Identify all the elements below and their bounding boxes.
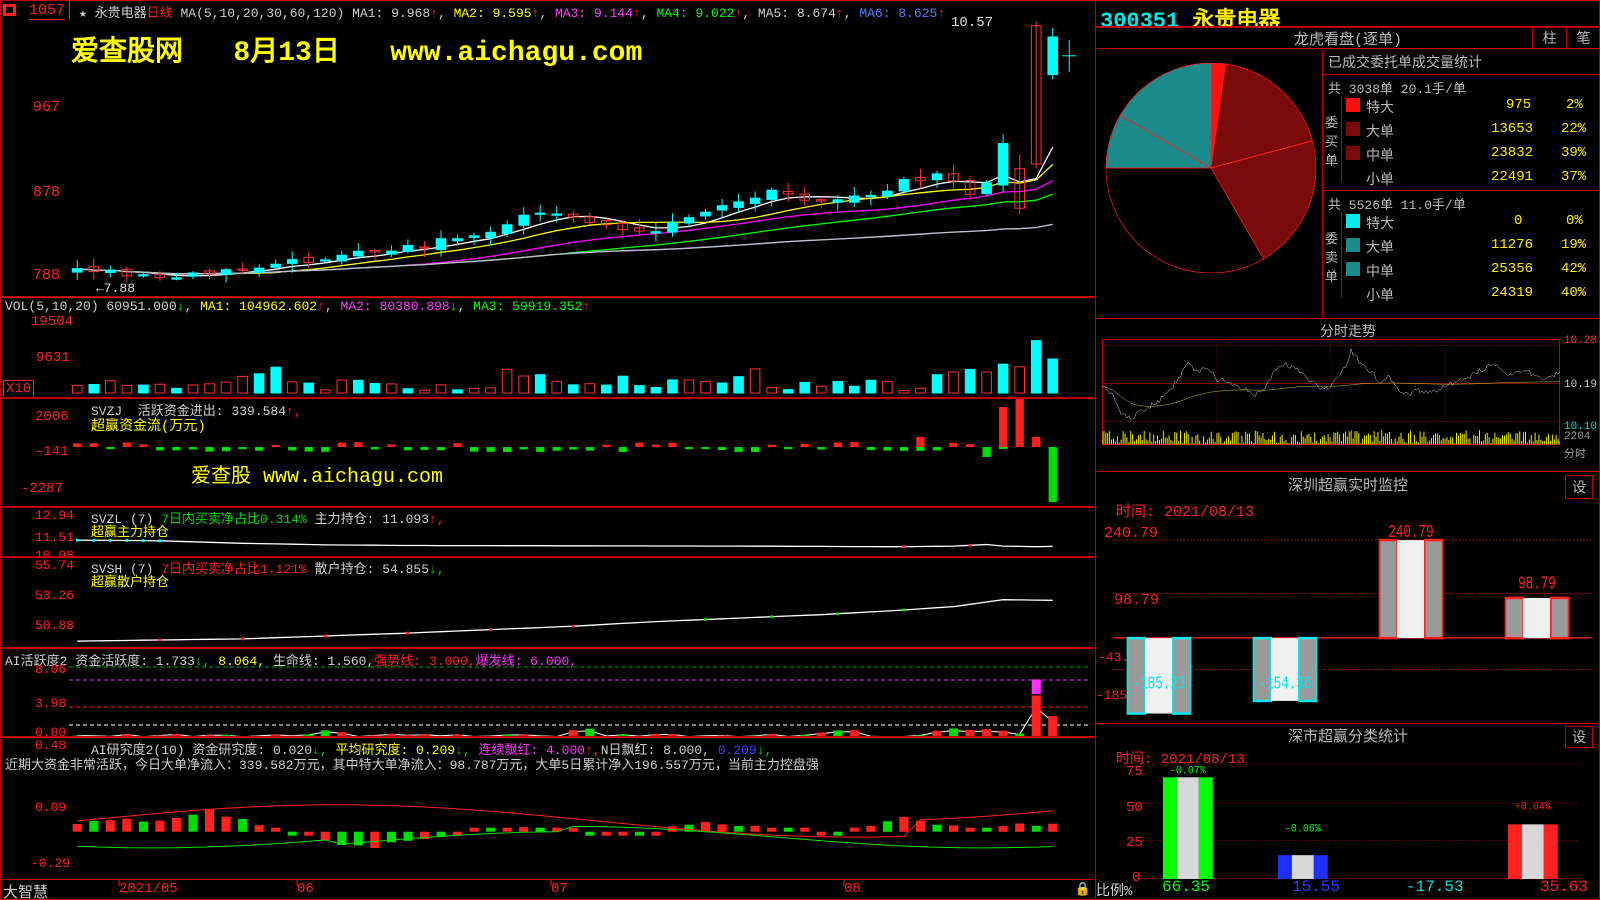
svg-text:-0.07%: -0.07% [1170,765,1206,778]
svg-text:+0.04%: +0.04% [1515,801,1551,814]
svg-text:-185.23: -185.23 [1133,673,1186,694]
svg-text:98.79: 98.79 [1518,573,1556,594]
svg-text:240.79: 240.79 [1388,522,1433,543]
svg-text:-154.36: -154.36 [1259,673,1312,694]
svg-text:-0.06%: -0.06% [1285,823,1321,836]
svg-text:-0.07%: -0.07% [1170,764,1206,765]
